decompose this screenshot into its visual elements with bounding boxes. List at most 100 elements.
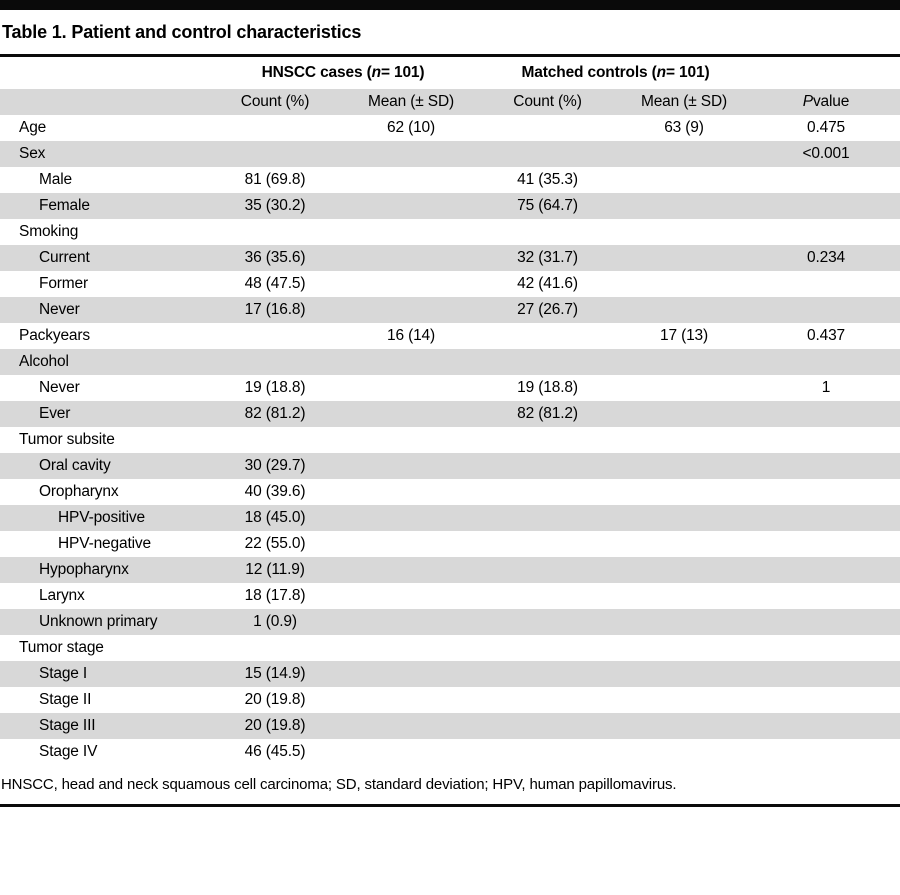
- row-label: Female: [39, 197, 90, 214]
- top-rule: [0, 0, 900, 10]
- row-label: Never: [39, 379, 80, 396]
- cell-mean2: [616, 245, 752, 271]
- table-row: Male 81 (69.8) 41 (35.3): [0, 167, 900, 193]
- cell-mean2: [616, 219, 752, 245]
- row-label: Stage IV: [39, 743, 98, 760]
- cell-count2: [479, 349, 616, 375]
- cell-mean1: [343, 401, 479, 427]
- cell-count2: [479, 505, 616, 531]
- cell-count1: 48 (47.5): [244, 275, 306, 292]
- cell-mean2: [616, 739, 752, 765]
- cell-count1: [207, 219, 343, 245]
- cell-mean1: [343, 583, 479, 609]
- cell-mean1: [343, 193, 479, 219]
- table-row: Stage II 20 (19.8): [0, 687, 900, 713]
- row-label: Packyears: [19, 327, 91, 344]
- cell-mean1: [343, 557, 479, 583]
- column-header-mean-cases: Mean (± SD): [367, 93, 455, 110]
- cell-count1: 40 (39.6): [244, 483, 306, 500]
- cell-count2: 27 (26.7): [517, 301, 578, 318]
- cell-mean2: [616, 635, 752, 661]
- cell-count2: [479, 141, 616, 167]
- cell-mean2: [616, 401, 752, 427]
- cell-count1: [207, 323, 343, 349]
- cell-count1: 35 (30.2): [244, 197, 306, 214]
- cell-p: 1: [821, 379, 831, 396]
- row-label: Never: [39, 301, 80, 318]
- cell-mean1: [343, 427, 479, 453]
- cell-mean2: [616, 687, 752, 713]
- group-header-n-italic: n: [371, 64, 381, 81]
- cell-count1: 12 (11.9): [245, 561, 305, 578]
- row-label: Age: [19, 119, 47, 136]
- cell-count1: 22 (55.0): [244, 535, 306, 552]
- cell-mean1: [343, 297, 479, 323]
- cell-count1: 17 (16.8): [244, 301, 306, 318]
- cell-count2: [479, 635, 616, 661]
- patient-characteristics-table: HNSCC cases (n = 101) Matched controls (…: [0, 57, 900, 765]
- cell-mean1: [343, 453, 479, 479]
- cell-mean1: 62 (10): [386, 119, 436, 136]
- cell-mean2: [616, 713, 752, 739]
- table-row: Female 35 (30.2) 75 (64.7): [0, 193, 900, 219]
- cell-count1: [207, 427, 343, 453]
- cell-count2: [479, 583, 616, 609]
- group-header-n-italic: n: [656, 64, 666, 81]
- cell-count1: 20 (19.8): [244, 691, 306, 708]
- cell-mean2: [616, 375, 752, 401]
- cell-mean1: [343, 219, 479, 245]
- cell-count1: 18 (45.0): [244, 509, 306, 526]
- cell-p: [752, 349, 900, 375]
- cell-count2: [479, 661, 616, 687]
- table-row: Former 48 (47.5) 42 (41.6): [0, 271, 900, 297]
- group-header-spacer-right: [752, 57, 900, 89]
- table-row: Smoking: [0, 219, 900, 245]
- cell-mean1: [343, 687, 479, 713]
- cell-mean2: 17 (13): [659, 327, 709, 344]
- cell-mean2: [616, 193, 752, 219]
- cell-p: [752, 453, 900, 479]
- cell-p: [752, 713, 900, 739]
- row-label: Male: [39, 171, 72, 188]
- cell-p: <0.001: [802, 145, 850, 162]
- row-label: Tumor stage: [19, 639, 104, 656]
- cell-count2: 42 (41.6): [517, 275, 578, 292]
- row-label: Oropharynx: [39, 483, 119, 500]
- cell-p: [752, 479, 900, 505]
- group-header-text: Matched controls (: [521, 64, 657, 81]
- column-header-count-controls: Count (%): [513, 93, 582, 110]
- cell-p: [752, 635, 900, 661]
- cell-count1: 15 (14.9): [244, 665, 306, 682]
- cell-mean2: [616, 479, 752, 505]
- cell-count1: 18 (17.8): [244, 587, 306, 604]
- cell-mean2: [616, 661, 752, 687]
- cell-count2: [479, 739, 616, 765]
- cell-p: [752, 167, 900, 193]
- table-row: HPV-negative 22 (55.0): [0, 531, 900, 557]
- title-block: Table 1. Patient and control characteris…: [0, 10, 900, 54]
- cell-p: 0.475: [806, 119, 846, 136]
- cell-mean1: [343, 739, 479, 765]
- cell-count2: 32 (31.7): [517, 249, 578, 266]
- column-header-row: Count (%) Mean (± SD) Count (%) Mean (± …: [0, 89, 900, 115]
- table-row: Hypopharynx 12 (11.9): [0, 557, 900, 583]
- cell-mean2: [616, 349, 752, 375]
- row-label: HPV-positive: [58, 509, 145, 526]
- group-header-text: = 101): [380, 64, 425, 81]
- cell-count2: 41 (35.3): [517, 171, 578, 188]
- table-row: Stage III 20 (19.8): [0, 713, 900, 739]
- cell-count1: 20 (19.8): [244, 717, 306, 734]
- cell-p: [752, 557, 900, 583]
- cell-count2: [479, 219, 616, 245]
- column-header-mean-controls: Mean (± SD): [640, 93, 728, 110]
- cell-count1: 46 (45.5): [244, 743, 306, 760]
- cell-count2: 82 (81.2): [517, 405, 578, 422]
- cell-p: [752, 531, 900, 557]
- cell-mean1: [343, 167, 479, 193]
- table-row: Alcohol: [0, 349, 900, 375]
- group-header-matched-controls: Matched controls (n = 101): [479, 57, 752, 89]
- cell-count1: 19 (18.8): [244, 379, 306, 396]
- row-label: Stage III: [39, 717, 96, 734]
- cell-p: [752, 687, 900, 713]
